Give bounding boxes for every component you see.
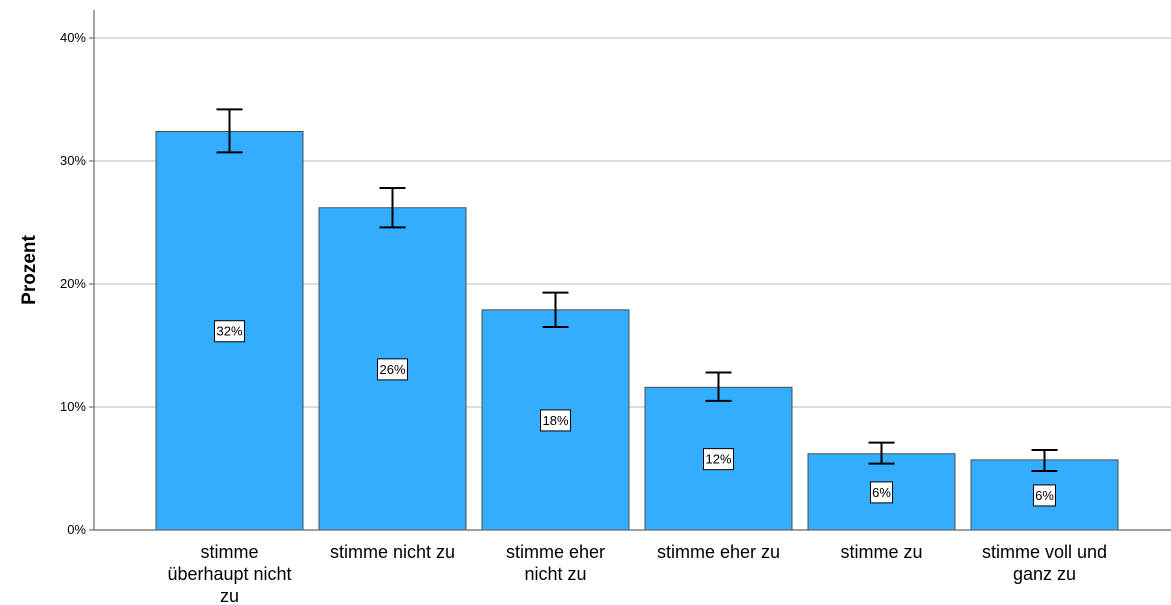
x-category-label: stimme überhaupt nicht zu <box>167 542 291 605</box>
x-category-label: stimme nicht zu <box>330 542 455 562</box>
data-label: 6% <box>872 485 891 500</box>
data-label-box <box>1033 484 1056 507</box>
x-category-label: stimme voll und ganz zu <box>982 542 1107 584</box>
data-labels: 32% 26% 18% 12% 6% 6% <box>214 320 1056 507</box>
x-category-label: stimme eher nicht zu <box>506 542 605 584</box>
bar <box>155 130 304 531</box>
error-bars <box>216 108 1058 472</box>
axes <box>93 10 1171 531</box>
y-axis-label: Prozent <box>19 234 40 304</box>
data-label-box <box>870 481 893 504</box>
x-category-labels: stimme überhaupt nicht zu stimme nicht zu st… <box>167 542 1107 605</box>
data-label-box <box>540 409 571 432</box>
y-tick-labels: 0% 10% 20% 30% 40% <box>60 30 86 537</box>
y-tick-label: 10% <box>60 399 86 414</box>
x-category-label: stimme zu <box>840 542 922 562</box>
x-category-label: stimme eher zu <box>657 542 780 562</box>
bars <box>155 130 1119 531</box>
y-tick-label: 30% <box>60 153 86 168</box>
y-tick-label: 40% <box>60 30 86 45</box>
data-label: 18% <box>542 413 568 428</box>
data-label-box <box>214 320 245 343</box>
y-tick-label: 0% <box>67 522 86 537</box>
data-label: 6% <box>1035 488 1054 503</box>
data-label: 32% <box>216 324 242 339</box>
data-label-box <box>703 448 734 471</box>
data-label: 26% <box>379 362 405 377</box>
data-label: 12% <box>705 452 731 467</box>
data-label-box <box>377 358 408 381</box>
y-tick-label: 20% <box>60 276 86 291</box>
